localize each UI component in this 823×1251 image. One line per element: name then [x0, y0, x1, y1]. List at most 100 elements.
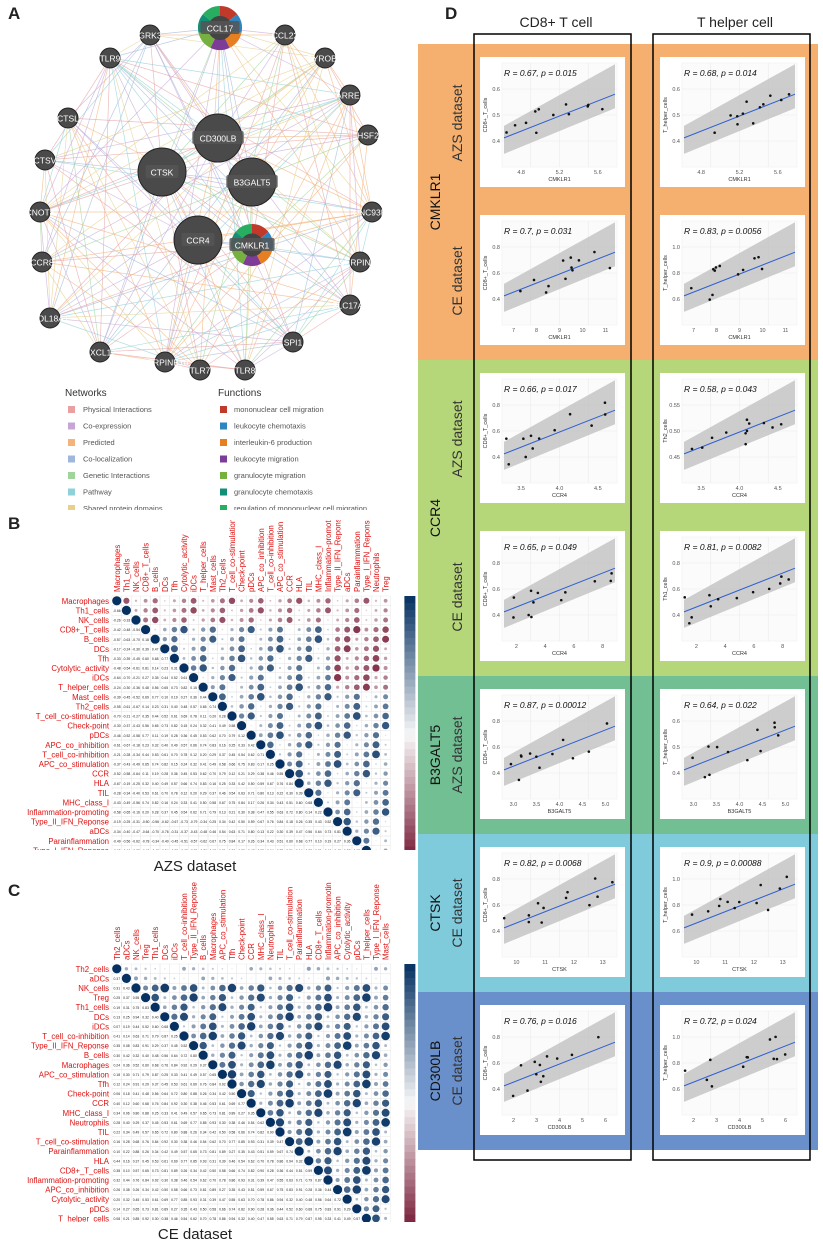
matrix-row-label: Tfh [98, 654, 109, 663]
data-point [552, 113, 555, 117]
node-label: B3GALT5 [234, 178, 271, 188]
data-point [713, 131, 716, 134]
scatter-plot: R = 0.65, p = 0.049 0.8 0.6 0.4 2 4 6 8 CCR4 CD8+… [480, 531, 625, 661]
data-point [753, 256, 756, 260]
x-axis-label: B3GALT5 [728, 809, 752, 815]
network-edge [109, 57, 351, 96]
matrix-circle [191, 655, 197, 661]
matrix-value: -0.34 [132, 753, 140, 757]
network-edge [292, 211, 373, 343]
data-point [544, 291, 548, 294]
network-node: RARRES2 [330, 84, 370, 106]
matrix-row-label: DCs [94, 645, 109, 654]
matrix-circle [247, 712, 255, 720]
data-point [745, 418, 749, 422]
matrix-circle [172, 617, 177, 623]
data-point [778, 582, 782, 585]
matrix-circle [219, 607, 226, 614]
data-point [524, 455, 528, 459]
node-label: TLR8 [235, 366, 256, 376]
matrix-value: -0.21 [123, 715, 131, 719]
data-point [603, 413, 607, 416]
matrix-diag-circle [227, 711, 237, 721]
y-tick: 0.6 [672, 87, 680, 93]
data-point [710, 1085, 714, 1088]
x-tick: 4.5 [774, 486, 782, 492]
matrix-circle [382, 703, 389, 710]
matrix-circle [257, 683, 265, 691]
matrix-diag-circle [179, 663, 189, 673]
matrix-circle [248, 617, 254, 623]
node-label: CCR8 [30, 258, 53, 268]
node-circle [189, 359, 211, 381]
network-edge [39, 211, 101, 353]
matrix-circle [335, 714, 340, 718]
data-point [527, 920, 531, 924]
legend-function-swatch [220, 439, 227, 446]
matrix-circle [209, 635, 217, 643]
matrix-value: 0.16 [219, 743, 226, 747]
matrix-diag-circle [198, 682, 208, 692]
matrix-value: 0.74 [209, 705, 216, 709]
matrix-value: 0.36 [181, 734, 188, 738]
matrix-circle [288, 647, 291, 651]
matrix-value: 0.31 [161, 705, 168, 709]
matrix-circle [305, 654, 313, 663]
network-edge [99, 244, 253, 353]
y-tick: 0.4 [672, 771, 680, 777]
network-node: CCR4 [173, 215, 223, 265]
matrix-circle [240, 667, 243, 669]
legend-function-label: leukocyte chemotaxis [234, 422, 306, 431]
matrix-value: 0.53 [152, 753, 159, 757]
y-tick: 0.6 [492, 87, 500, 93]
matrix-value: 0.82 [181, 686, 188, 690]
x-tick: 6 [572, 644, 575, 650]
y-tick: 0.4 [492, 771, 500, 777]
data-point [564, 896, 568, 900]
y-axis-label: CD8+_T_cells [483, 571, 489, 606]
data-point [524, 121, 528, 125]
matrix-circle [345, 762, 349, 766]
x-axis-label: CCR4 [732, 493, 747, 499]
matrix-circle [306, 713, 312, 719]
matrix-circle [279, 744, 281, 746]
network-edge [219, 27, 351, 96]
network-edge [67, 117, 199, 241]
data-point [527, 613, 530, 617]
x-tick: 2 [515, 644, 518, 650]
node-circle [154, 351, 176, 373]
matrix-row-label: B_cells [84, 635, 109, 644]
matrix-row-label: T_helper_cells [58, 683, 109, 692]
matrix-diag-circle [121, 605, 132, 616]
matrix-value: -0.48 [113, 667, 121, 671]
stat-label: R = 0.66, p = 0.017 [504, 384, 577, 394]
data-point [724, 431, 728, 434]
matrix-circle [365, 705, 368, 708]
matrix-diag-circle [150, 634, 160, 644]
network-node: TLR7 [189, 359, 211, 381]
matrix-value: 0.45 [229, 753, 236, 757]
data-point [587, 103, 590, 107]
node-label: CTSV [34, 156, 57, 166]
y-tick: 0.8 [492, 403, 500, 409]
scatter-plot: R = 0.7, p = 0.031 0.8 0.6 0.4 7 8 9 10 11 CMKLR1… [480, 215, 625, 345]
matrix-value: -0.21 [132, 676, 140, 680]
data-point [568, 412, 572, 416]
matrix-value: 0.68 [152, 657, 159, 661]
matrix-circle [384, 743, 387, 746]
matrix-circle [191, 637, 196, 641]
matrix-circle [364, 733, 369, 738]
data-point [529, 434, 533, 438]
matrix-col-label: TIL [305, 580, 314, 592]
data-point [779, 422, 783, 426]
matrix-circle [258, 656, 264, 661]
legend-function-swatch [220, 472, 227, 479]
scatter-plot: R = 0.81, p = 0.0082 0.8 0.6 0.4 2 4 6 8 CCR4 Th1… [660, 531, 805, 661]
matrix-value: 0.49 [219, 724, 226, 728]
node-label: CXCL12 [84, 348, 116, 358]
matrix-value: 0.37 [219, 753, 226, 757]
data-point [601, 107, 604, 111]
matrix-circle [325, 742, 331, 747]
matrix-circle [229, 646, 235, 652]
matrix-circle [363, 674, 370, 681]
